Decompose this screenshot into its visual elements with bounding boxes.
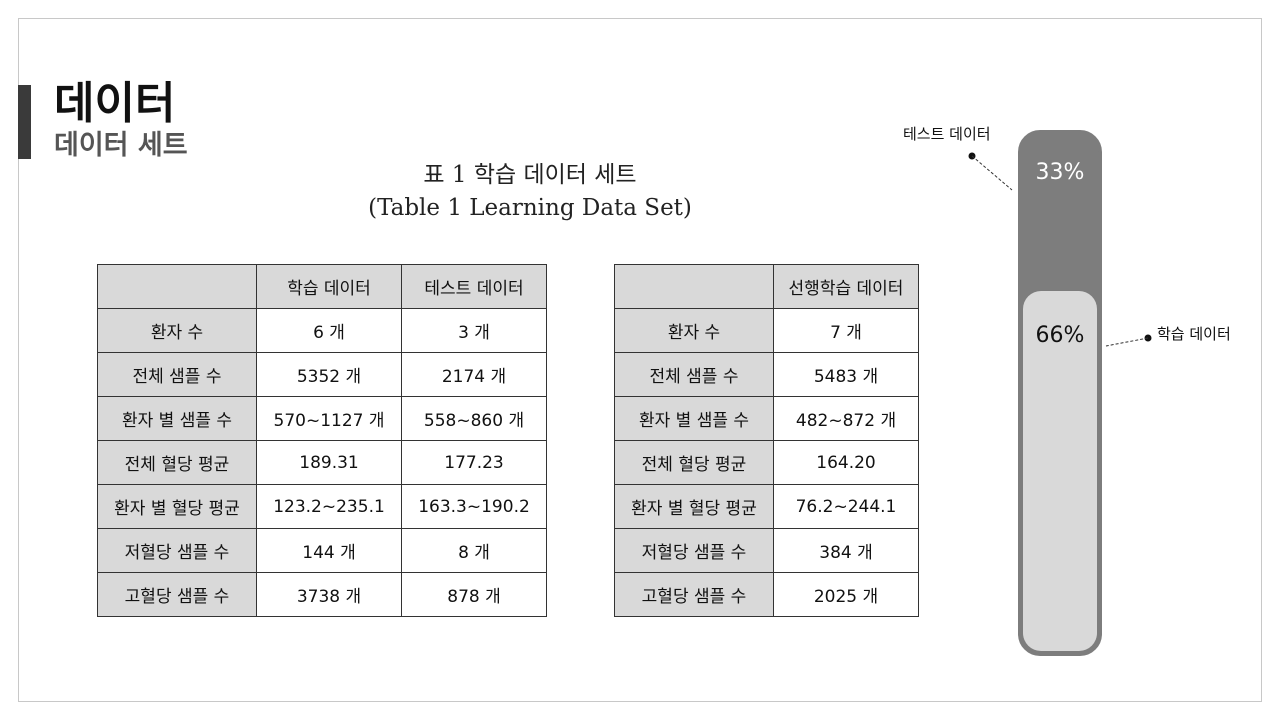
table-cell: 144 개 <box>256 528 402 573</box>
row-label-cell: 전체 혈당 평균 <box>97 440 257 485</box>
test-percentage: 33% <box>1035 160 1085 185</box>
table-row: 고혈당 샘플 수 2025 개 <box>614 572 919 617</box>
row-label-cell: 환자 수 <box>614 308 774 353</box>
table-row: 전체 혈당 평균 164.20 <box>614 440 919 485</box>
row-label-cell: 전체 혈당 평균 <box>614 440 774 485</box>
row-label-cell: 전체 샘플 수 <box>97 352 257 397</box>
table-row: 전체 샘플 수 5352 개 2174 개 <box>97 352 547 397</box>
table-cell: 878 개 <box>401 572 547 617</box>
table-cell: 2174 개 <box>401 352 547 397</box>
table-header-cell: 테스트 데이터 <box>401 264 547 309</box>
table-cell: 384 개 <box>773 528 919 573</box>
table-cell: 164.20 <box>773 440 919 485</box>
slide-title: 데이터 <box>54 78 176 129</box>
slide-subtitle: 데이터 세트 <box>54 130 188 161</box>
table-cell: 2025 개 <box>773 572 919 617</box>
table-header-row: 학습 데이터 테스트 데이터 <box>97 264 547 309</box>
table-row: 환자 별 샘플 수 570~1127 개 558~860 개 <box>97 396 547 441</box>
table-caption-english: (Table 1 Learning Data Set) <box>368 195 692 221</box>
row-label-cell: 고혈당 샘플 수 <box>97 572 257 617</box>
test-callout-line <box>971 155 1013 191</box>
train-percentage: 66% <box>1035 323 1085 348</box>
table-header-cell: 선행학습 데이터 <box>773 264 919 309</box>
table-cell: 8 개 <box>401 528 547 573</box>
table-row: 환자 별 혈당 평균 76.2~244.1 <box>614 484 919 529</box>
table-cell: 3738 개 <box>256 572 402 617</box>
row-label-cell: 저혈당 샘플 수 <box>97 528 257 573</box>
train-portion-fill <box>1023 291 1097 651</box>
table-header-cell <box>614 264 774 309</box>
test-data-label: 테스트 데이터 <box>903 125 991 143</box>
table-header-cell: 학습 데이터 <box>256 264 402 309</box>
train-data-label: 학습 데이터 <box>1157 325 1231 343</box>
train-callout-line <box>1105 337 1149 347</box>
row-label-cell: 환자 별 혈당 평균 <box>614 484 774 529</box>
table-cell: 163.3~190.2 <box>401 484 547 529</box>
table-row: 환자 별 샘플 수 482~872 개 <box>614 396 919 441</box>
row-label-cell: 환자 별 샘플 수 <box>97 396 257 441</box>
table-header-cell <box>97 264 257 309</box>
row-label-cell: 환자 별 혈당 평균 <box>97 484 257 529</box>
table-cell: 6 개 <box>256 308 402 353</box>
table-row: 고혈당 샘플 수 3738 개 878 개 <box>97 572 547 617</box>
row-label-cell: 환자 수 <box>97 308 257 353</box>
row-label-cell: 전체 샘플 수 <box>614 352 774 397</box>
title-accent-bar <box>18 85 31 159</box>
data-split-bar <box>1018 130 1102 656</box>
table-cell: 482~872 개 <box>773 396 919 441</box>
row-label-cell: 저혈당 샘플 수 <box>614 528 774 573</box>
slide-frame <box>18 18 1262 702</box>
table-header-row: 선행학습 데이터 <box>614 264 919 309</box>
table-row: 저혈당 샘플 수 384 개 <box>614 528 919 573</box>
table-row: 전체 샘플 수 5483 개 <box>614 352 919 397</box>
table-row: 환자 별 혈당 평균 123.2~235.1 163.3~190.2 <box>97 484 547 529</box>
row-label-cell: 고혈당 샘플 수 <box>614 572 774 617</box>
table-cell: 189.31 <box>256 440 402 485</box>
row-label-cell: 환자 별 샘플 수 <box>614 396 774 441</box>
table-caption-korean: 표 1 학습 데이터 세트 <box>423 162 637 188</box>
